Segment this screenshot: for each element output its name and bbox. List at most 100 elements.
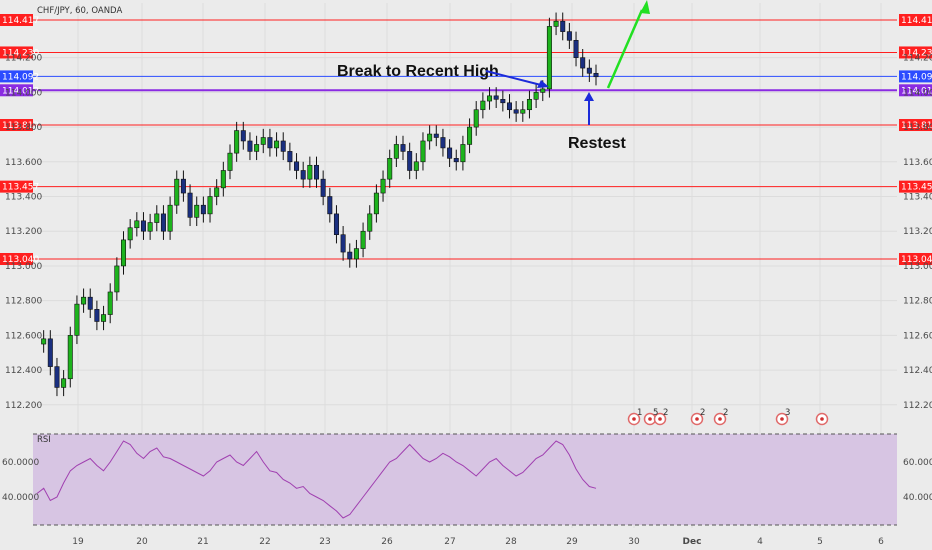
level-label-left: 114.092	[2, 72, 39, 82]
event-flag-dot-icon	[820, 417, 824, 421]
level-tag-right	[899, 70, 932, 83]
level-tag-right	[899, 253, 932, 265]
candle	[280, 140, 286, 152]
rsi-panel: 60.0000 60.0000 40.0000 40.0000	[2, 433, 932, 526]
event-flag-dot-icon	[695, 417, 699, 421]
candle	[101, 314, 107, 322]
time-axis[interactable]: 19 20 21 22 23 26 27 28 29 30 Dec 4 5 6	[72, 537, 884, 547]
candle	[353, 248, 359, 260]
level-label-right: 113.040	[901, 255, 932, 265]
level-label-right: 114.092	[901, 72, 932, 82]
candle	[400, 144, 406, 152]
candle	[47, 338, 53, 367]
event-count-label: 2	[700, 408, 705, 418]
candle	[54, 366, 60, 388]
candle	[313, 164, 319, 180]
level-label-left: 113.812	[2, 121, 39, 131]
candle	[487, 95, 493, 102]
candle	[387, 158, 393, 180]
candle	[467, 126, 473, 145]
upside-target-arrow-icon	[606, 9, 644, 89]
x-tick-label: 30	[628, 537, 640, 547]
candle	[187, 192, 193, 218]
candle	[580, 57, 586, 69]
candle	[240, 130, 246, 142]
candle	[260, 137, 266, 145]
level-label-right: 113.812	[901, 121, 932, 131]
upside-arrowhead-icon	[640, 0, 650, 14]
x-tick-label: 6	[878, 537, 884, 547]
candle	[560, 20, 566, 32]
event-flag-dot-icon	[658, 417, 662, 421]
candle	[540, 88, 546, 93]
candle	[506, 102, 512, 111]
break-annotation-label: Break to Recent High	[337, 63, 499, 80]
candle	[87, 296, 93, 310]
event-flag-dot-icon	[780, 417, 784, 421]
level-tag-right	[899, 180, 932, 193]
candle	[360, 230, 366, 249]
candle	[194, 204, 200, 218]
candle	[440, 137, 446, 149]
price-axis[interactable]: 114.200114.200114.000114.000113.800113.8…	[5, 54, 932, 411]
y-tick-label-right: 113.600	[903, 158, 932, 168]
y-tick-label-left: 114.200	[5, 54, 42, 64]
candle	[114, 265, 120, 293]
y-tick-label-right: 113.200	[903, 227, 932, 237]
candle	[473, 109, 479, 128]
level-label-left: 114.012	[2, 86, 39, 96]
event-count-label: 5	[653, 408, 658, 418]
candle	[74, 303, 80, 336]
y-tick-label-right: 113.000	[903, 262, 932, 272]
x-tick-label: 22	[259, 537, 270, 547]
candle	[433, 133, 439, 138]
level-tag-right	[899, 119, 932, 132]
candle	[160, 213, 166, 232]
level-tag-left	[0, 70, 33, 83]
candle	[81, 296, 87, 305]
level-label-right: 114.417	[901, 16, 932, 26]
x-tick-label: 4	[757, 537, 763, 547]
candle	[61, 378, 67, 388]
level-label-right: 114.230	[901, 48, 932, 58]
candle	[274, 140, 280, 149]
candle	[420, 140, 426, 163]
candle	[174, 178, 180, 206]
rsi-tick-left: 40.0000	[2, 493, 39, 503]
event-flag-dot-icon	[718, 417, 722, 421]
level-tag-right	[899, 14, 932, 26]
x-tick-label: 26	[381, 537, 393, 547]
level-tag-right	[899, 46, 932, 59]
candle	[94, 309, 100, 322]
level-tag-left	[0, 14, 33, 26]
event-count-label: 1	[637, 408, 642, 418]
event-count-label: 3	[785, 408, 790, 418]
event-flag-dot-icon	[648, 417, 652, 421]
level-label-left: 113.040	[2, 255, 39, 265]
candle	[300, 170, 306, 180]
x-tick-label: 27	[444, 537, 455, 547]
candle	[247, 140, 253, 152]
y-tick-label-right: 112.600	[903, 331, 932, 341]
candle	[520, 109, 526, 114]
x-tick-label: 29	[566, 537, 578, 547]
level-label-left: 114.230	[2, 48, 39, 58]
y-tick-label-left: 112.800	[5, 297, 42, 307]
candle	[267, 137, 273, 149]
candle	[307, 164, 313, 180]
x-tick-label: 20	[136, 537, 148, 547]
y-tick-label-left: 113.600	[5, 158, 42, 168]
candle	[327, 196, 333, 215]
level-tag-left	[0, 46, 33, 59]
candle	[380, 178, 386, 194]
candle	[254, 144, 260, 152]
x-tick-label: 21	[197, 537, 208, 547]
candle	[320, 178, 326, 197]
rsi-tick-left: 60.0000	[2, 458, 39, 468]
candle	[294, 161, 300, 171]
candle	[453, 158, 459, 163]
level-tag-left	[0, 253, 33, 265]
